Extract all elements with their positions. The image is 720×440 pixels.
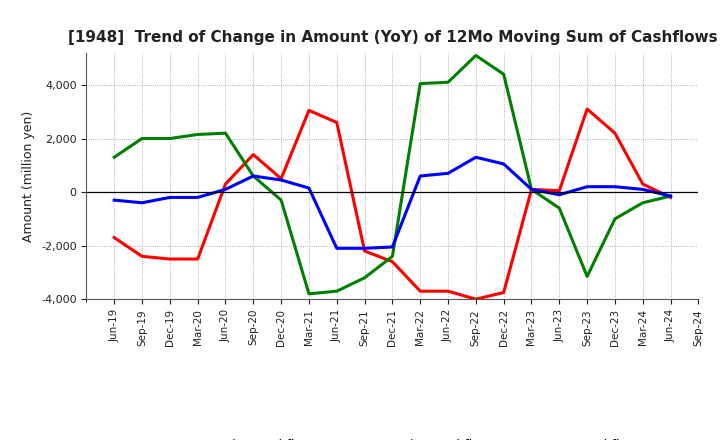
Operating Cashflow bbox=[555, 188, 564, 193]
Investing Cashflow bbox=[194, 132, 202, 137]
Investing Cashflow bbox=[388, 254, 397, 259]
Operating Cashflow bbox=[666, 195, 675, 200]
Operating Cashflow bbox=[194, 257, 202, 262]
Free Cashflow bbox=[527, 187, 536, 192]
Operating Cashflow bbox=[249, 152, 258, 157]
Operating Cashflow bbox=[527, 187, 536, 192]
Investing Cashflow bbox=[138, 136, 146, 141]
Operating Cashflow bbox=[444, 289, 452, 294]
Operating Cashflow bbox=[166, 257, 174, 262]
Operating Cashflow bbox=[388, 259, 397, 264]
Free Cashflow bbox=[582, 184, 591, 189]
Operating Cashflow bbox=[639, 181, 647, 187]
Investing Cashflow bbox=[639, 200, 647, 205]
Investing Cashflow bbox=[221, 131, 230, 136]
Line: Investing Cashflow: Investing Cashflow bbox=[114, 55, 670, 294]
Operating Cashflow bbox=[611, 131, 619, 136]
Free Cashflow bbox=[416, 173, 425, 179]
Operating Cashflow bbox=[416, 289, 425, 294]
Free Cashflow bbox=[249, 173, 258, 179]
Investing Cashflow bbox=[527, 187, 536, 192]
Operating Cashflow bbox=[305, 108, 313, 113]
Operating Cashflow bbox=[472, 297, 480, 302]
Operating Cashflow bbox=[333, 120, 341, 125]
Investing Cashflow bbox=[582, 274, 591, 279]
Free Cashflow bbox=[360, 246, 369, 251]
Operating Cashflow bbox=[110, 235, 119, 240]
Free Cashflow bbox=[110, 198, 119, 203]
Free Cashflow bbox=[444, 171, 452, 176]
Investing Cashflow bbox=[666, 194, 675, 199]
Free Cashflow bbox=[194, 195, 202, 200]
Free Cashflow bbox=[138, 200, 146, 205]
Operating Cashflow bbox=[582, 106, 591, 112]
Free Cashflow bbox=[555, 192, 564, 198]
Free Cashflow bbox=[276, 177, 285, 183]
Investing Cashflow bbox=[360, 275, 369, 280]
Investing Cashflow bbox=[305, 291, 313, 297]
Free Cashflow bbox=[639, 187, 647, 192]
Free Cashflow bbox=[611, 184, 619, 189]
Investing Cashflow bbox=[333, 289, 341, 294]
Investing Cashflow bbox=[472, 53, 480, 58]
Operating Cashflow bbox=[276, 176, 285, 181]
Operating Cashflow bbox=[221, 181, 230, 187]
Free Cashflow bbox=[472, 154, 480, 160]
Investing Cashflow bbox=[555, 205, 564, 211]
Investing Cashflow bbox=[444, 80, 452, 85]
Operating Cashflow bbox=[360, 248, 369, 253]
Investing Cashflow bbox=[611, 216, 619, 221]
Free Cashflow bbox=[666, 194, 675, 199]
Operating Cashflow bbox=[500, 290, 508, 295]
Free Cashflow bbox=[166, 195, 174, 200]
Free Cashflow bbox=[221, 187, 230, 192]
Line: Operating Cashflow: Operating Cashflow bbox=[114, 109, 670, 299]
Investing Cashflow bbox=[166, 136, 174, 141]
Free Cashflow bbox=[388, 244, 397, 249]
Investing Cashflow bbox=[249, 173, 258, 179]
Free Cashflow bbox=[333, 246, 341, 251]
Investing Cashflow bbox=[110, 154, 119, 160]
Free Cashflow bbox=[305, 185, 313, 191]
Legend: Operating Cashflow, Investing Cashflow, Free Cashflow: Operating Cashflow, Investing Cashflow, … bbox=[143, 433, 642, 440]
Free Cashflow bbox=[500, 161, 508, 167]
Y-axis label: Amount (million yen): Amount (million yen) bbox=[22, 110, 35, 242]
Line: Free Cashflow: Free Cashflow bbox=[114, 157, 670, 248]
Investing Cashflow bbox=[500, 72, 508, 77]
Title: [1948]  Trend of Change in Amount (YoY) of 12Mo Moving Sum of Cashflows: [1948] Trend of Change in Amount (YoY) o… bbox=[68, 29, 717, 45]
Operating Cashflow bbox=[138, 254, 146, 259]
Investing Cashflow bbox=[416, 81, 425, 86]
Investing Cashflow bbox=[276, 198, 285, 203]
